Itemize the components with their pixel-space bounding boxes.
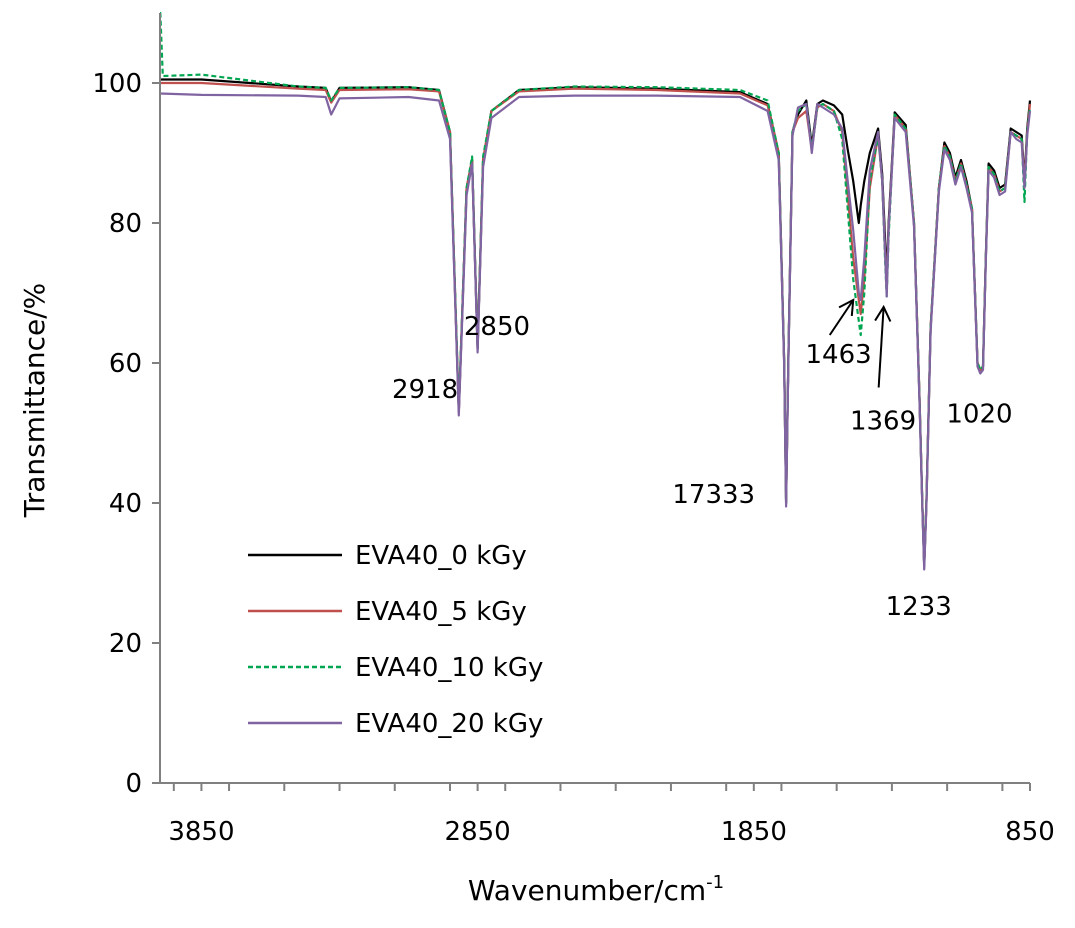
legend-entry: EVA40_20 kGy [355,709,543,739]
y-tick-label: 100 [92,69,142,99]
legend-entry: EVA40_10 kGy [355,653,543,683]
series-line-2 [159,11,1032,568]
annotation-arrow [877,306,885,388]
y-tick-label: 0 [125,769,142,799]
x-axis-title: Wavenumber/cm-1 [468,872,724,907]
axes-layer: 0 20 40 60 80 100 3850 2850 1850 850 [92,13,1055,847]
y-tick-label: 40 [109,489,142,519]
arrow-head [874,304,892,322]
arrow-head [838,298,855,317]
peak-label: 1020 [946,400,1012,430]
peak-label: 2918 [392,375,458,405]
x-tick-label: 1850 [721,817,787,847]
x-tick-label: 3850 [168,817,234,847]
y-tick-label: 60 [109,349,142,379]
y-tick-label: 80 [109,209,142,239]
annotation-layer: 2918 2850 17333 1463 1369 1233 1020 [392,298,1013,622]
annotation-arrow [828,299,855,336]
series-line-3 [159,92,1032,571]
y-axis-title: Transmittance/% [18,283,51,519]
peak-label: 1233 [886,592,952,622]
legend-entry: EVA40_5 kGy [355,597,527,627]
series-line-0 [160,78,1032,568]
peak-label: 1463 [806,340,872,370]
series-line-1 [160,81,1032,568]
x-axis-title-superscript: -1 [706,872,724,893]
peak-label: 17333 [672,480,755,510]
peak-label: 2850 [464,312,530,342]
x-axis-title-base: Wavenumber/cm [468,874,706,907]
legend-entry: EVA40_0 kGy [355,541,527,571]
x-tick-label: 2850 [445,817,511,847]
x-tick-label: 850 [1005,817,1055,847]
legend: EVA40_0 kGy EVA40_5 kGy EVA40_10 kGy EVA40_… [248,541,543,739]
series-layer [159,11,1032,571]
peak-label: 1369 [850,407,916,437]
y-tick-label: 20 [109,629,142,659]
